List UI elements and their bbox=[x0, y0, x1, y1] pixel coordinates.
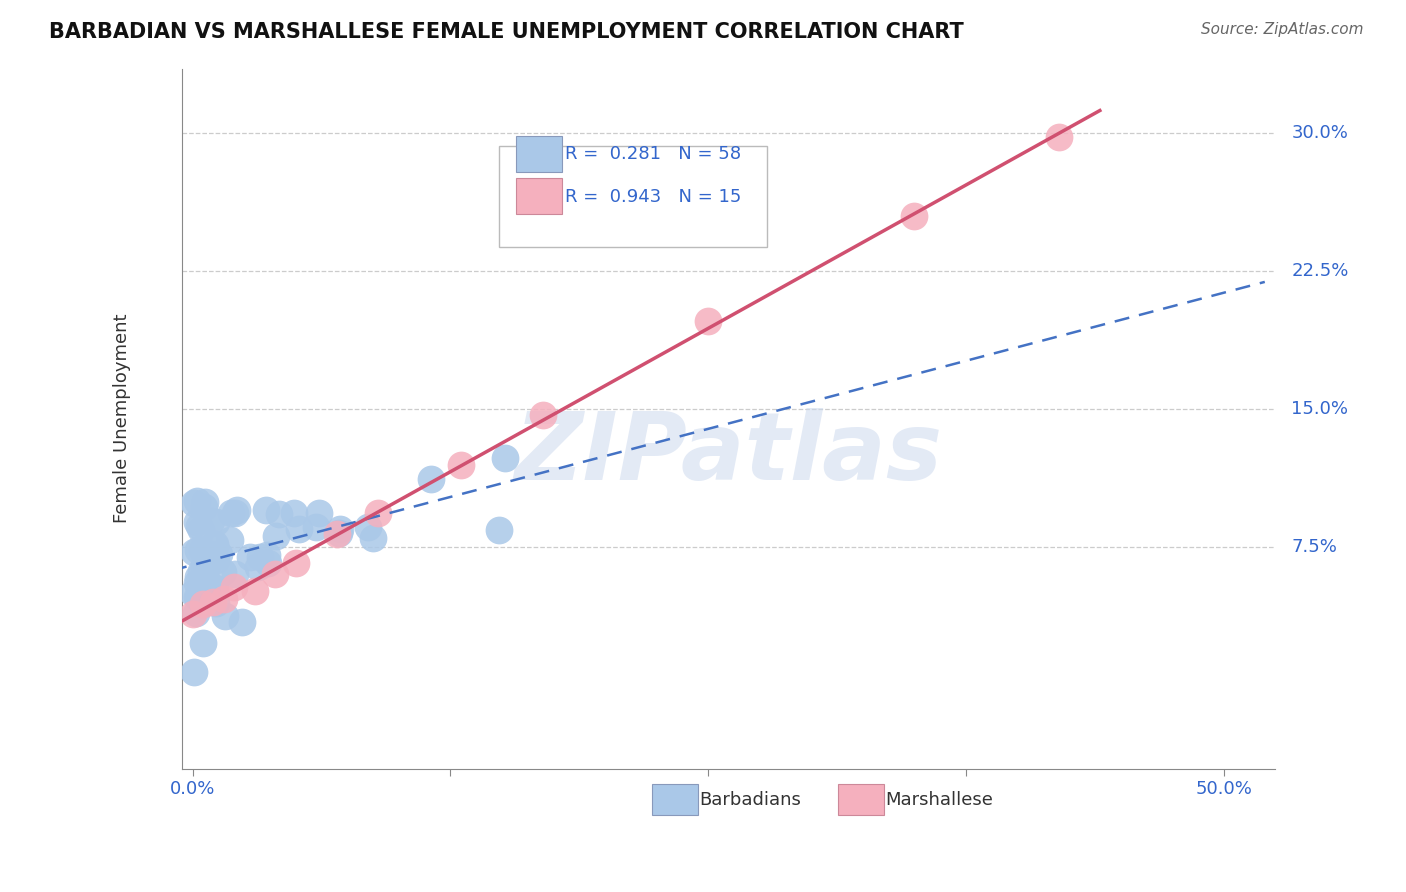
Point bbox=[269, 507, 291, 521]
Point bbox=[219, 506, 242, 520]
Point bbox=[193, 500, 215, 515]
Point bbox=[181, 607, 204, 622]
Point bbox=[356, 520, 378, 534]
Point bbox=[239, 549, 262, 564]
FancyBboxPatch shape bbox=[516, 136, 561, 172]
Text: Source: ZipAtlas.com: Source: ZipAtlas.com bbox=[1201, 22, 1364, 37]
FancyBboxPatch shape bbox=[838, 784, 884, 815]
Point bbox=[326, 527, 349, 541]
Point bbox=[187, 570, 209, 584]
Text: R =  0.281   N = 58: R = 0.281 N = 58 bbox=[565, 145, 741, 163]
Point bbox=[187, 519, 209, 533]
Point bbox=[190, 564, 212, 578]
Point bbox=[450, 458, 472, 472]
Point bbox=[225, 503, 247, 517]
Point bbox=[256, 548, 278, 562]
Point bbox=[903, 209, 925, 223]
Point bbox=[195, 574, 218, 588]
Point bbox=[288, 522, 311, 536]
Point bbox=[186, 576, 208, 591]
Text: Female Unemployment: Female Unemployment bbox=[114, 314, 131, 524]
FancyBboxPatch shape bbox=[652, 784, 699, 815]
Point bbox=[193, 495, 215, 509]
Point bbox=[284, 556, 307, 570]
Text: Marshallese: Marshallese bbox=[884, 790, 993, 809]
Point bbox=[186, 494, 208, 508]
FancyBboxPatch shape bbox=[499, 145, 766, 247]
Point bbox=[254, 502, 277, 516]
Point bbox=[488, 523, 510, 537]
Point bbox=[697, 314, 720, 328]
Point bbox=[204, 581, 226, 595]
Text: ZIPatlas: ZIPatlas bbox=[515, 408, 943, 500]
Point bbox=[243, 583, 266, 598]
Text: BARBADIAN VS MARSHALLESE FEMALE UNEMPLOYMENT CORRELATION CHART: BARBADIAN VS MARSHALLESE FEMALE UNEMPLOY… bbox=[49, 22, 965, 42]
Point bbox=[183, 544, 205, 558]
Point bbox=[264, 567, 287, 582]
Point bbox=[183, 665, 205, 679]
Point bbox=[224, 506, 246, 520]
Point bbox=[200, 514, 222, 528]
Point bbox=[249, 549, 271, 564]
Point bbox=[197, 557, 219, 571]
Point bbox=[283, 507, 305, 521]
Text: 15.0%: 15.0% bbox=[1292, 401, 1348, 418]
Point bbox=[186, 515, 208, 529]
Point bbox=[204, 539, 226, 553]
Point bbox=[190, 524, 212, 538]
Text: Barbadians: Barbadians bbox=[699, 790, 801, 809]
Point bbox=[305, 520, 328, 534]
Point bbox=[1047, 129, 1070, 144]
Point bbox=[202, 595, 225, 609]
Point bbox=[183, 496, 205, 510]
Point bbox=[187, 542, 209, 557]
Point bbox=[328, 526, 350, 541]
Point bbox=[186, 590, 208, 604]
Point bbox=[187, 591, 209, 606]
Point bbox=[204, 537, 226, 551]
Point bbox=[186, 606, 208, 620]
Point bbox=[200, 579, 222, 593]
Point bbox=[190, 542, 212, 557]
Point bbox=[264, 529, 287, 543]
Point bbox=[246, 560, 269, 574]
Point bbox=[181, 586, 204, 600]
Point bbox=[205, 596, 228, 610]
Point bbox=[231, 615, 253, 629]
Point bbox=[222, 580, 245, 594]
Point bbox=[224, 566, 246, 581]
Point bbox=[204, 515, 226, 529]
Text: 22.5%: 22.5% bbox=[1292, 262, 1348, 280]
Point bbox=[367, 506, 389, 520]
Point bbox=[212, 591, 235, 606]
Text: R =  0.943   N = 15: R = 0.943 N = 15 bbox=[565, 187, 741, 206]
Text: 7.5%: 7.5% bbox=[1292, 539, 1337, 557]
Point bbox=[329, 522, 352, 536]
Point bbox=[191, 636, 214, 650]
Point bbox=[208, 547, 231, 561]
Text: 30.0%: 30.0% bbox=[1292, 124, 1348, 142]
Point bbox=[256, 556, 278, 570]
Point bbox=[214, 608, 236, 623]
Point bbox=[420, 472, 443, 486]
Point bbox=[361, 531, 384, 545]
Point bbox=[494, 450, 516, 465]
Point bbox=[204, 553, 226, 567]
Point bbox=[212, 565, 235, 579]
Point bbox=[191, 597, 214, 611]
FancyBboxPatch shape bbox=[516, 178, 561, 214]
Point bbox=[193, 560, 215, 574]
Point bbox=[308, 506, 330, 520]
Point bbox=[531, 408, 554, 422]
Point bbox=[219, 533, 242, 547]
